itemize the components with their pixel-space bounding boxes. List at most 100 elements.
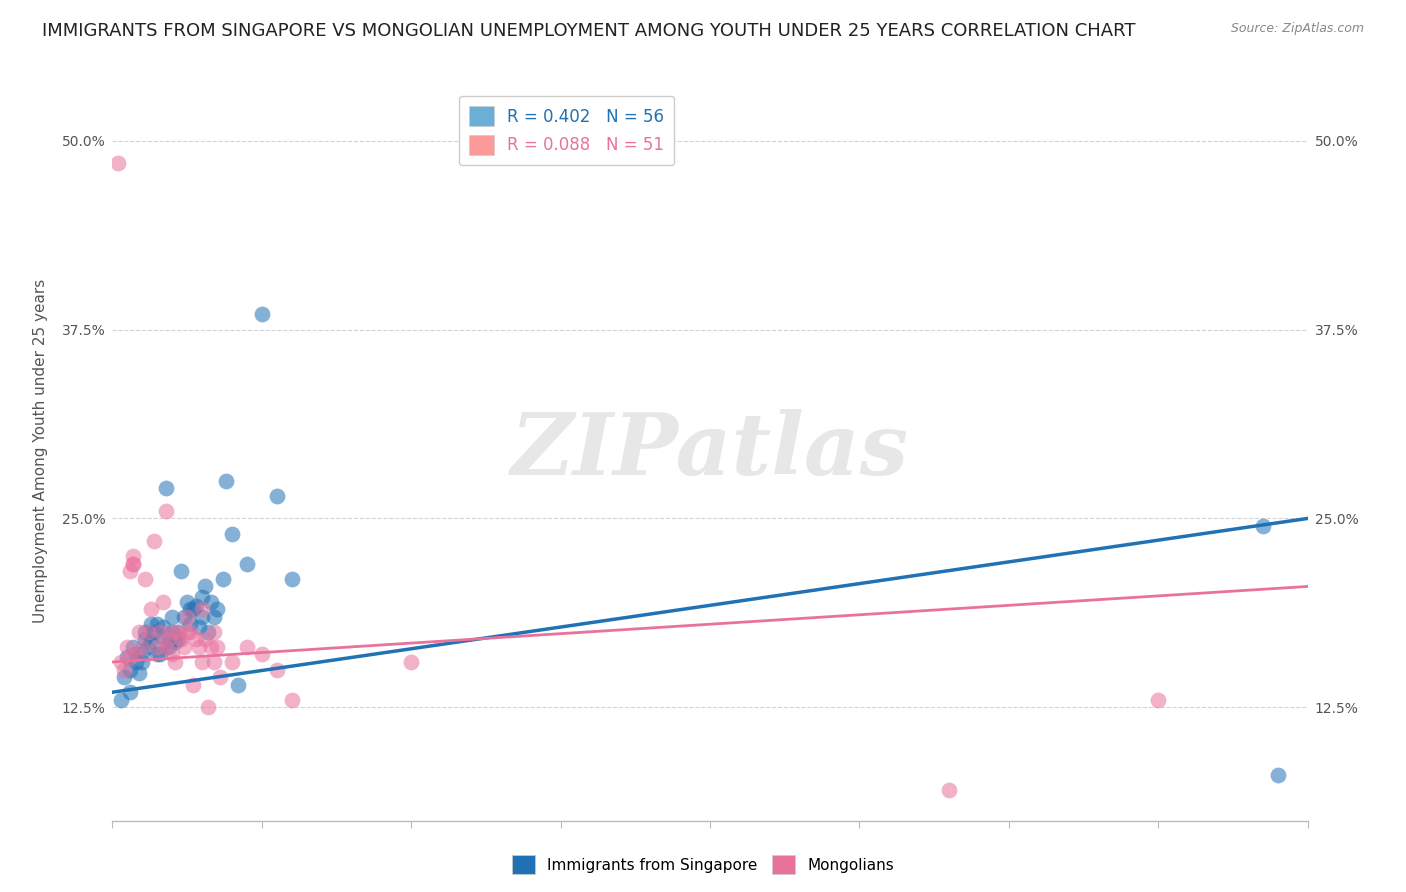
Point — [122, 549, 145, 564]
Point — [122, 557, 145, 571]
Point — [122, 557, 145, 571]
Point — [179, 617, 201, 632]
Point — [149, 629, 172, 643]
Point — [165, 655, 187, 669]
Point — [152, 620, 174, 634]
Point — [179, 624, 201, 639]
Point — [155, 504, 177, 518]
Point — [110, 655, 132, 669]
Point — [131, 648, 153, 662]
Point — [131, 640, 153, 654]
Point — [120, 650, 142, 665]
Point — [146, 617, 169, 632]
Point — [165, 635, 187, 649]
Point — [200, 594, 222, 608]
Point — [157, 632, 180, 647]
Point — [181, 602, 204, 616]
Point — [120, 685, 142, 699]
Point — [134, 572, 156, 586]
Point — [179, 602, 201, 616]
Point — [125, 648, 148, 662]
Point — [110, 692, 132, 706]
Point — [209, 670, 232, 684]
Point — [125, 648, 148, 662]
Point — [197, 624, 219, 639]
Point — [191, 655, 214, 669]
Point — [202, 624, 225, 639]
Point — [202, 655, 225, 669]
Point — [170, 632, 193, 647]
Point — [138, 640, 160, 654]
Legend: R = 0.402   N = 56, R = 0.088   N = 51: R = 0.402 N = 56, R = 0.088 N = 51 — [458, 96, 675, 165]
Point — [131, 655, 153, 669]
Point — [157, 640, 180, 654]
Text: IMMIGRANTS FROM SINGAPORE VS MONGOLIAN UNEMPLOYMENT AMONG YOUTH UNDER 25 YEARS C: IMMIGRANTS FROM SINGAPORE VS MONGOLIAN U… — [42, 22, 1136, 40]
Point — [167, 632, 190, 647]
Point — [215, 474, 238, 488]
Text: ZIPatlas: ZIPatlas — [510, 409, 910, 492]
Point — [186, 632, 208, 647]
Point — [146, 648, 169, 662]
Point — [191, 590, 214, 604]
Point — [401, 655, 423, 669]
Point — [176, 624, 198, 639]
Point — [155, 640, 177, 654]
Point — [250, 648, 273, 662]
Point — [146, 640, 169, 654]
Point — [188, 640, 211, 654]
Point — [938, 783, 960, 797]
Point — [1251, 519, 1274, 533]
Point — [155, 481, 177, 495]
Point — [120, 565, 142, 579]
Point — [143, 624, 166, 639]
Text: Source: ZipAtlas.com: Source: ZipAtlas.com — [1230, 22, 1364, 36]
Point — [205, 602, 228, 616]
Point — [157, 632, 180, 647]
Point — [173, 640, 195, 654]
Point — [149, 648, 172, 662]
Point — [128, 624, 150, 639]
Point — [212, 572, 235, 586]
Point — [236, 557, 259, 571]
Point — [250, 308, 273, 322]
Point — [281, 572, 304, 586]
Point — [266, 489, 288, 503]
Point — [186, 599, 208, 613]
Point — [152, 594, 174, 608]
Point — [162, 648, 183, 662]
Point — [167, 624, 190, 639]
Point — [236, 640, 259, 654]
Point — [114, 663, 135, 677]
Point — [188, 620, 211, 634]
Point — [128, 665, 150, 680]
Point — [149, 624, 172, 639]
Point — [134, 624, 156, 639]
Point — [107, 156, 129, 170]
Point — [1267, 768, 1289, 782]
Point — [1147, 692, 1170, 706]
Point — [266, 663, 288, 677]
Point — [117, 650, 139, 665]
Point — [162, 624, 183, 639]
Point — [114, 670, 135, 684]
Legend: Immigrants from Singapore, Mongolians: Immigrants from Singapore, Mongolians — [506, 849, 900, 880]
Point — [138, 624, 160, 639]
Point — [205, 640, 228, 654]
Point — [200, 640, 222, 654]
Point — [173, 609, 195, 624]
Point — [191, 609, 214, 624]
Point — [117, 640, 139, 654]
Point — [176, 594, 198, 608]
Point — [143, 534, 166, 549]
Point — [155, 640, 177, 654]
Point — [194, 579, 217, 593]
Y-axis label: Unemployment Among Youth under 25 years: Unemployment Among Youth under 25 years — [32, 278, 48, 623]
Point — [170, 565, 193, 579]
Point — [221, 526, 243, 541]
Point — [202, 609, 225, 624]
Point — [134, 632, 156, 647]
Point — [120, 663, 142, 677]
Point — [197, 700, 219, 714]
Point — [281, 692, 304, 706]
Point — [194, 632, 217, 647]
